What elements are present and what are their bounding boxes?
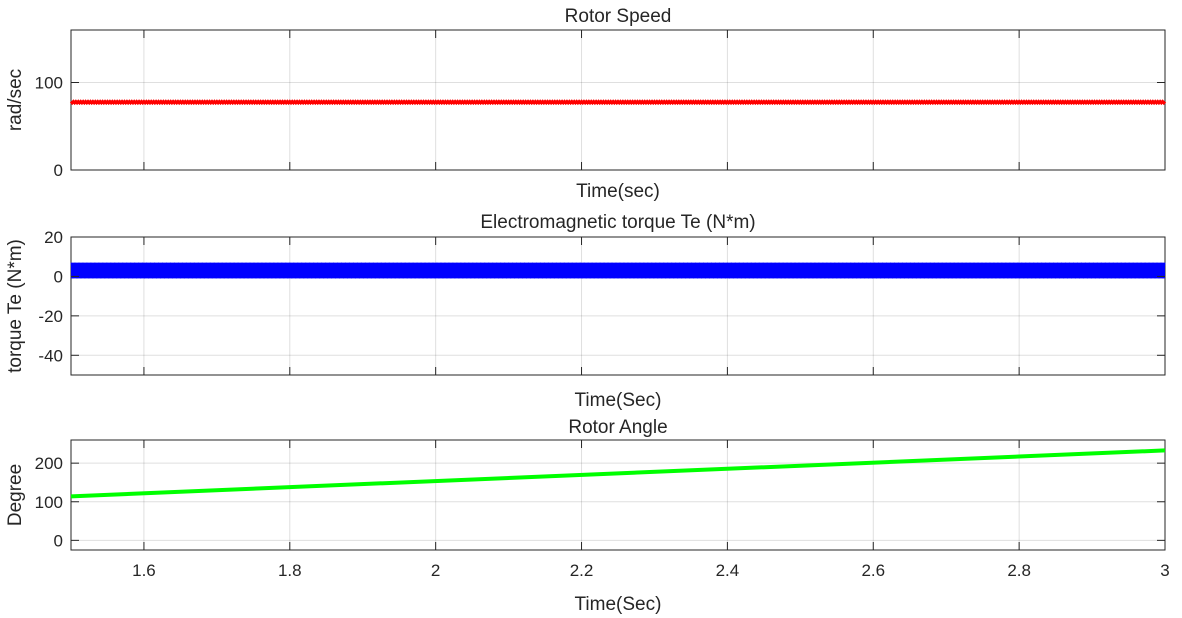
rotor-speed-panel: 0 100 Rotor Speed Time(sec) rad/sec bbox=[5, 6, 1167, 202]
rotor-angle-xtick-label: 2.4 bbox=[716, 561, 740, 580]
rotor-angle-xtick-label: 1.6 bbox=[132, 561, 156, 580]
torque-ytick-label: 20 bbox=[44, 228, 63, 247]
rotor-angle-xtick-label: 2.8 bbox=[1007, 561, 1031, 580]
rotor-angle-ytick-label: 200 bbox=[35, 454, 63, 473]
torque-ylabel: torque Te (N*m) bbox=[5, 239, 26, 373]
rotor-angle-title: Rotor Angle bbox=[568, 417, 667, 438]
rotor-angle-xlabel: Time(Sec) bbox=[575, 594, 662, 615]
rotor-speed-xlabel: Time(sec) bbox=[576, 181, 660, 202]
rotor-speed-ytick-label: 100 bbox=[35, 74, 63, 93]
rotor-speed-title: Rotor Speed bbox=[565, 6, 672, 27]
torque-ytick-label: -20 bbox=[38, 307, 63, 326]
rotor-angle-ytick-label: 100 bbox=[35, 493, 63, 512]
torque-series-line bbox=[70, 262, 1166, 279]
rotor-angle-xtick-label: 3 bbox=[1160, 561, 1169, 580]
torque-panel: -40 -20 0 20 Electromagnetic torque Te (N*m… bbox=[5, 212, 1166, 411]
rotor-angle-ytick-label: 0 bbox=[54, 531, 63, 550]
rotor-angle-xtick-label: 2 bbox=[431, 561, 440, 580]
rotor-angle-xtick-label: 1.8 bbox=[278, 561, 302, 580]
rotor-angle-series-line bbox=[70, 448, 1166, 499]
rotor-angle-xtick-label: 2.6 bbox=[861, 561, 885, 580]
rotor-angle-xtick-label: 2.2 bbox=[570, 561, 594, 580]
torque-xlabel: Time(Sec) bbox=[575, 390, 662, 411]
torque-ytick-label: 0 bbox=[54, 267, 63, 286]
rotor-angle-ylabel: Degree bbox=[5, 464, 26, 526]
rotor-speed-ytick-label: 0 bbox=[54, 161, 63, 180]
torque-axes bbox=[70, 236, 1166, 376]
rotor-speed-series-line bbox=[69, 99, 1167, 106]
torque-ytick-label: -40 bbox=[38, 346, 63, 365]
torque-title: Electromagnetic torque Te (N*m) bbox=[480, 212, 755, 233]
rotor-speed-ylabel: rad/sec bbox=[5, 69, 26, 131]
